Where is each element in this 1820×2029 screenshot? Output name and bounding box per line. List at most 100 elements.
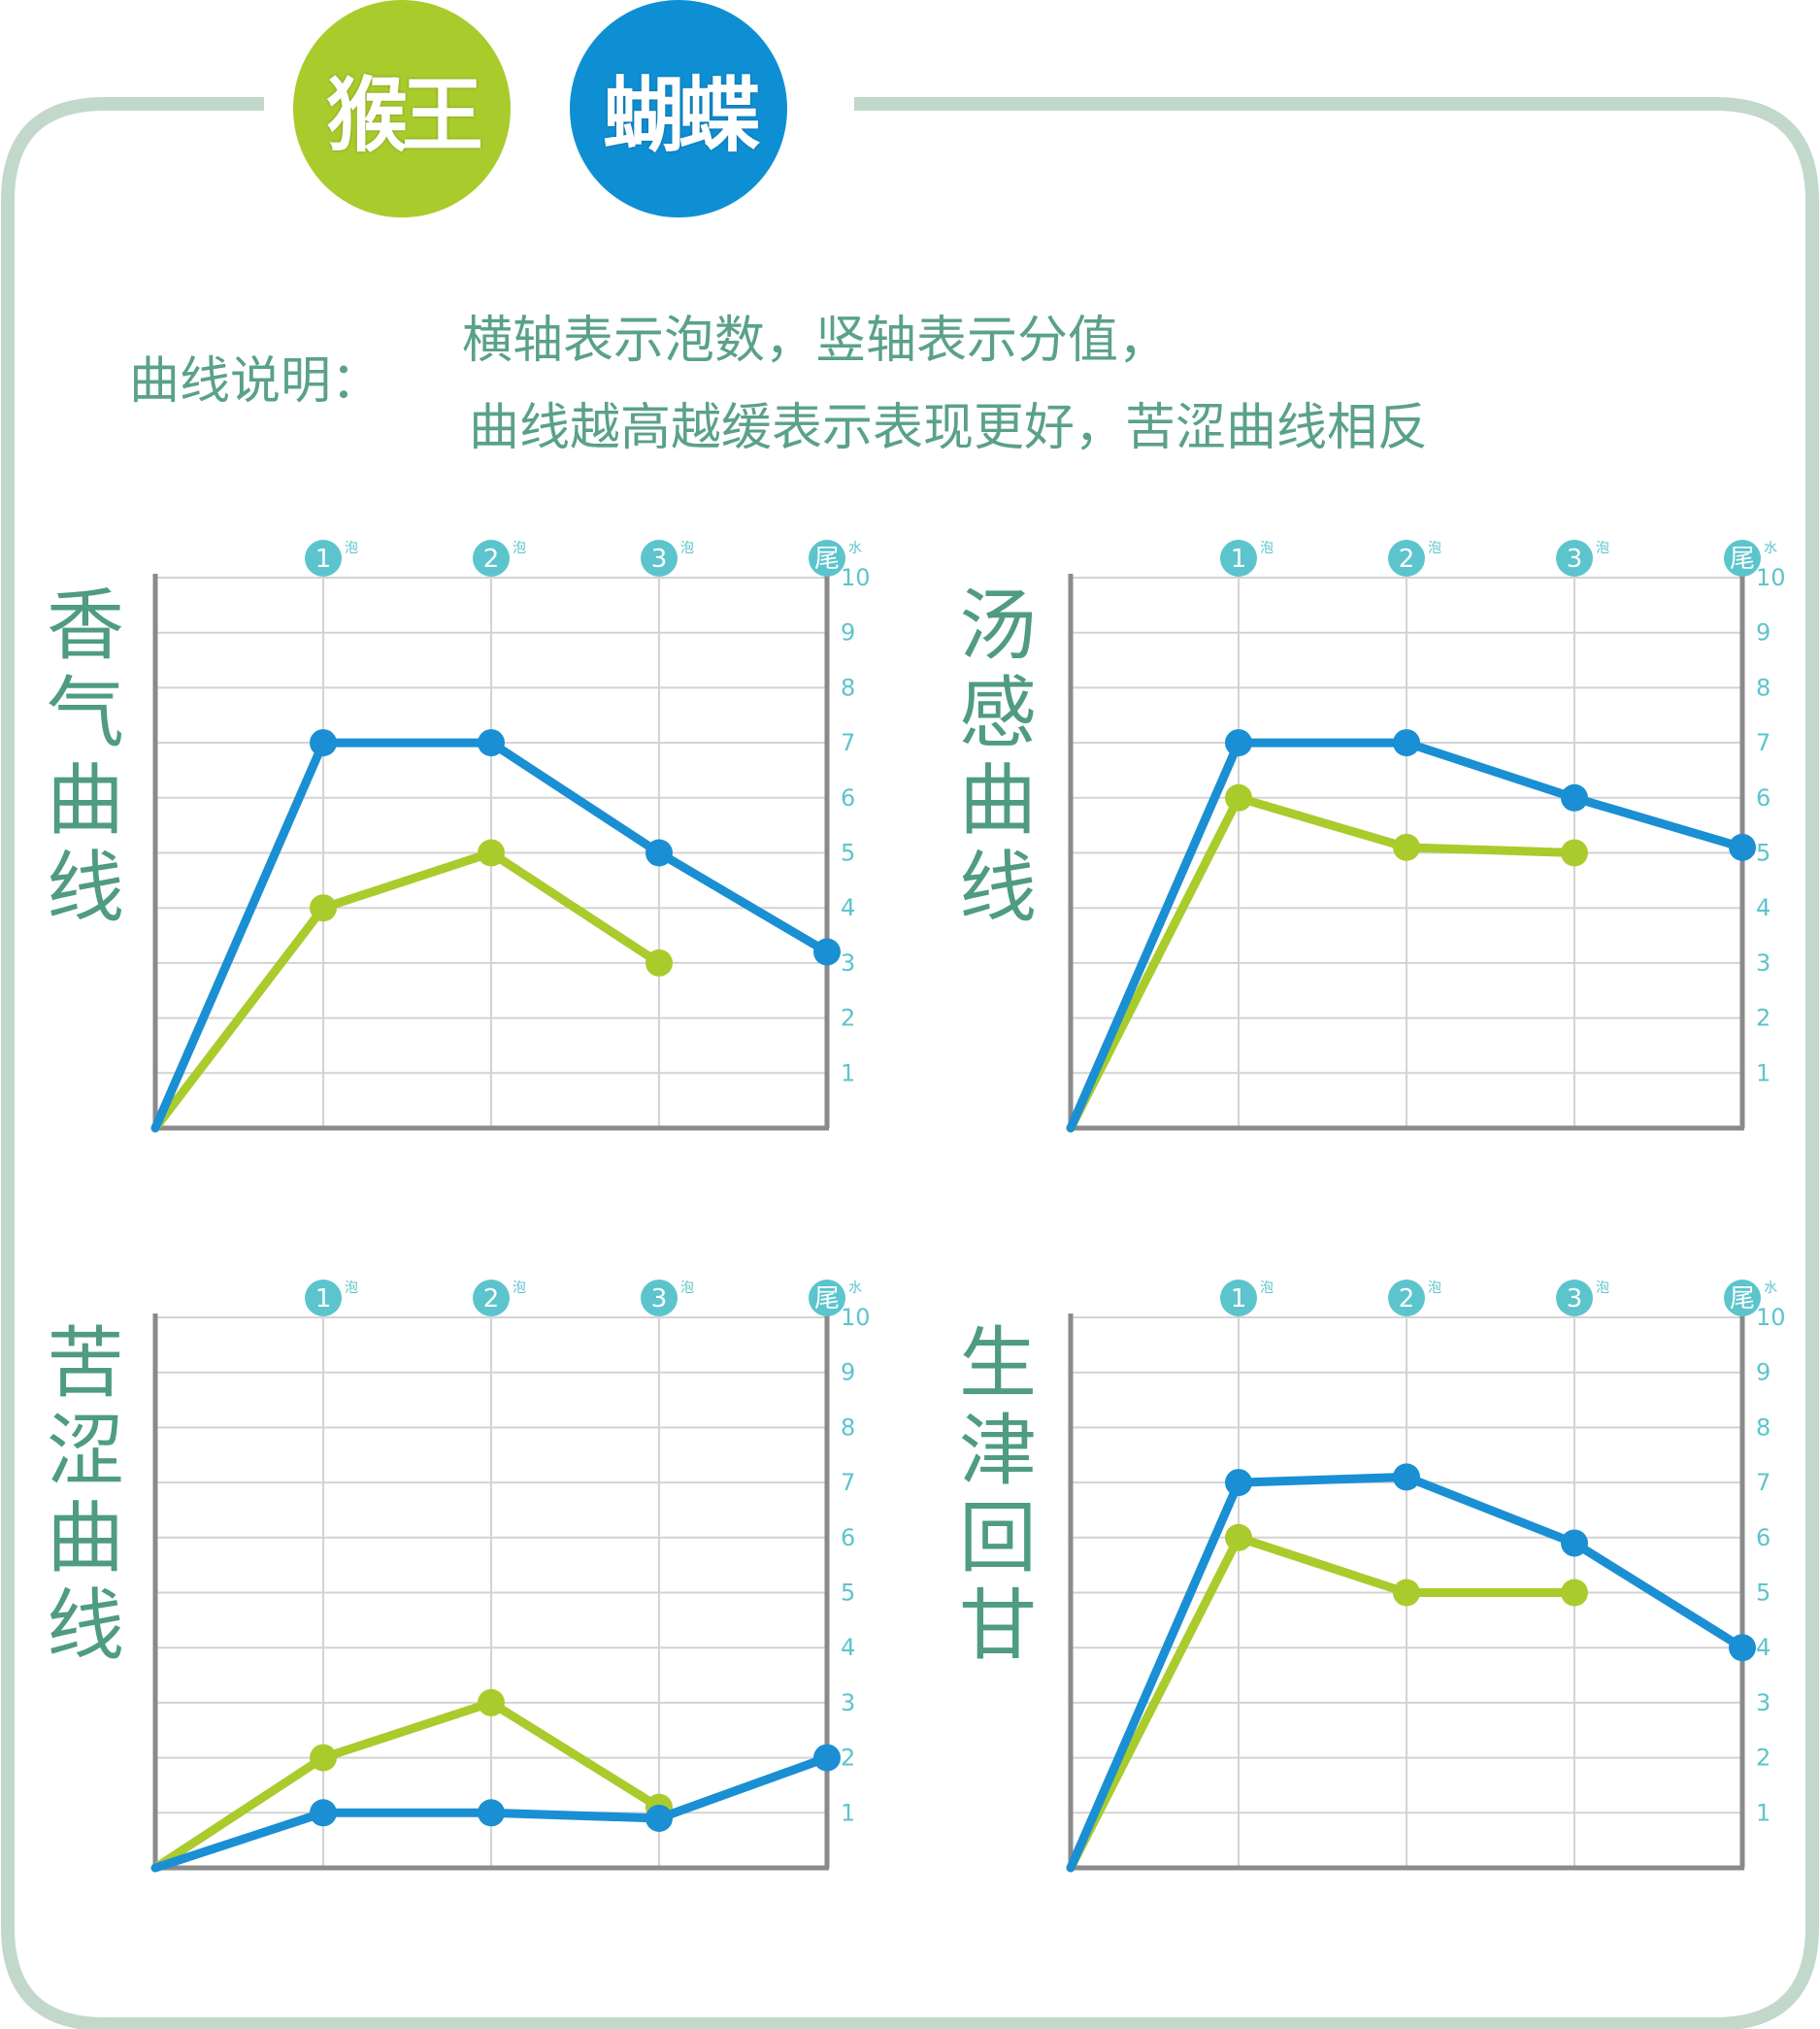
chart-aroma: 123456789101 泡 2 泡 3 泡尾水 bbox=[150, 540, 871, 1133]
x-tick-label: 1 bbox=[315, 1284, 332, 1314]
x-tick-label: 3 bbox=[1567, 1284, 1583, 1314]
y-tick-label: 8 bbox=[1756, 1414, 1770, 1441]
data-point bbox=[1729, 833, 1756, 861]
y-tick-label: 8 bbox=[841, 1414, 855, 1441]
x-tick-suffix: 泡 bbox=[1428, 541, 1441, 556]
y-tick-label: 10 bbox=[1756, 564, 1786, 591]
x-category-marker bbox=[473, 1280, 510, 1316]
panel-title-mouthfeel: 汤感曲线 bbox=[959, 581, 1037, 933]
y-tick-label: 8 bbox=[841, 674, 855, 701]
data-point bbox=[310, 1744, 337, 1772]
y-tick-label: 2 bbox=[841, 1745, 855, 1772]
y-tick-label: 1 bbox=[1756, 1799, 1770, 1826]
y-tick-label: 6 bbox=[1756, 1524, 1770, 1551]
y-tick-label: 1 bbox=[841, 1059, 855, 1086]
y-tick-label: 2 bbox=[841, 1005, 855, 1032]
y-tick-label: 4 bbox=[1756, 1634, 1770, 1661]
x-category-marker bbox=[473, 540, 510, 577]
data-point bbox=[1393, 729, 1420, 757]
y-tick-label: 4 bbox=[841, 894, 855, 921]
y-tick-label: 9 bbox=[1756, 1359, 1770, 1386]
y-tick-label: 5 bbox=[841, 840, 855, 867]
y-tick-label: 7 bbox=[841, 729, 855, 756]
series-line bbox=[150, 848, 664, 1133]
y-tick-label: 2 bbox=[1756, 1745, 1770, 1772]
x-tick-suffix: 泡 bbox=[1596, 541, 1609, 556]
y-tick-label: 2 bbox=[1756, 1005, 1770, 1032]
data-point bbox=[1225, 729, 1252, 757]
x-tick-suffix: 泡 bbox=[513, 541, 526, 556]
x-tick-suffix: 水 bbox=[1764, 1281, 1777, 1296]
series-line bbox=[150, 1698, 664, 1873]
x-tick-label: 尾 bbox=[1730, 1284, 1755, 1314]
x-tick-label: 3 bbox=[651, 545, 668, 574]
data-point bbox=[310, 894, 337, 922]
chart-aftertaste: 123456789101 泡 2 泡 3 泡尾水 bbox=[1066, 1280, 1786, 1873]
brand-badge-hudie: 蝴蝶 bbox=[570, 0, 787, 217]
data-point bbox=[1393, 1579, 1420, 1607]
x-category-marker bbox=[641, 540, 678, 577]
y-tick-label: 5 bbox=[1756, 1580, 1770, 1607]
brand-badge-houwang: 猴王 bbox=[293, 0, 511, 217]
x-tick-label: 1 bbox=[315, 545, 332, 574]
y-tick-label: 9 bbox=[1756, 619, 1770, 647]
x-tick-label: 2 bbox=[1399, 545, 1415, 574]
chart-mouthfeel: 123456789101 泡 2 泡 3 泡尾水 bbox=[1066, 540, 1786, 1133]
data-point bbox=[1225, 1523, 1252, 1551]
data-point bbox=[645, 1804, 673, 1832]
y-tick-label: 9 bbox=[841, 619, 855, 647]
x-tick-label: 2 bbox=[1399, 1284, 1415, 1314]
data-point bbox=[1393, 1463, 1420, 1491]
x-category-marker bbox=[641, 1280, 678, 1316]
x-tick-suffix: 泡 bbox=[1260, 541, 1274, 556]
data-point bbox=[1393, 833, 1420, 861]
y-tick-label: 5 bbox=[1756, 840, 1770, 867]
x-tick-label: 1 bbox=[1231, 1284, 1247, 1314]
x-tick-suffix: 水 bbox=[848, 541, 862, 556]
x-category-marker bbox=[1220, 1280, 1257, 1316]
data-point bbox=[478, 1799, 505, 1827]
x-category-marker bbox=[305, 1280, 342, 1316]
panel-title-aroma: 香气曲线 bbox=[47, 581, 124, 933]
data-point bbox=[478, 729, 505, 757]
x-tick-label: 尾 bbox=[814, 545, 840, 574]
x-tick-suffix: 泡 bbox=[1260, 1281, 1274, 1296]
y-tick-label: 3 bbox=[1756, 949, 1770, 977]
y-tick-label: 3 bbox=[1756, 1689, 1770, 1716]
data-point bbox=[1225, 1469, 1252, 1497]
data-point bbox=[813, 938, 841, 966]
frame-border bbox=[1, 97, 1819, 2029]
y-tick-label: 6 bbox=[841, 784, 855, 812]
chart-bitterness: 123456789101 泡 2 泡 3 泡尾水 bbox=[150, 1280, 871, 1873]
x-tick-suffix: 泡 bbox=[680, 541, 694, 556]
y-tick-label: 1 bbox=[841, 1799, 855, 1826]
x-tick-suffix: 泡 bbox=[345, 1281, 358, 1296]
y-tick-label: 4 bbox=[1756, 894, 1770, 921]
x-tick-suffix: 泡 bbox=[345, 541, 358, 556]
data-point bbox=[310, 1799, 337, 1827]
x-category-marker bbox=[1724, 540, 1761, 577]
y-tick-label: 3 bbox=[841, 1689, 855, 1716]
y-tick-label: 7 bbox=[841, 1469, 855, 1496]
y-tick-label: 7 bbox=[1756, 1469, 1770, 1496]
x-category-marker bbox=[1724, 1280, 1761, 1316]
data-point bbox=[645, 948, 673, 977]
y-tick-label: 8 bbox=[1756, 674, 1770, 701]
panel-title-aftertaste: 生津回甘 bbox=[959, 1318, 1037, 1671]
x-tick-label: 3 bbox=[651, 1284, 668, 1314]
x-tick-label: 3 bbox=[1567, 545, 1583, 574]
x-category-marker bbox=[809, 1280, 845, 1316]
x-tick-suffix: 泡 bbox=[1428, 1281, 1441, 1296]
data-point bbox=[1729, 1634, 1756, 1662]
y-tick-label: 6 bbox=[841, 1524, 855, 1551]
data-point bbox=[813, 1744, 841, 1772]
data-point bbox=[478, 1688, 505, 1716]
y-tick-label: 4 bbox=[841, 1634, 855, 1661]
series-line bbox=[1066, 793, 1579, 1133]
x-tick-suffix: 泡 bbox=[680, 1281, 694, 1296]
x-category-marker bbox=[1388, 1280, 1425, 1316]
x-tick-label: 2 bbox=[483, 545, 500, 574]
data-point bbox=[1561, 1529, 1588, 1557]
y-tick-label: 6 bbox=[1756, 784, 1770, 812]
legend-line-2: 曲线越高越缓表示表现更好，苦涩曲线相反 bbox=[469, 399, 1429, 457]
